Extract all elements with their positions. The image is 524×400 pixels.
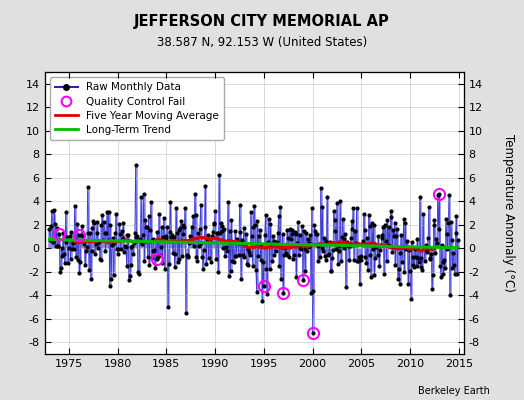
Legend: Raw Monthly Data, Quality Control Fail, Five Year Moving Average, Long-Term Tren: Raw Monthly Data, Quality Control Fail, … xyxy=(50,77,224,140)
Text: JEFFERSON CITY MEMORIAL AP: JEFFERSON CITY MEMORIAL AP xyxy=(134,14,390,29)
Text: 38.587 N, 92.153 W (United States): 38.587 N, 92.153 W (United States) xyxy=(157,36,367,49)
Text: Berkeley Earth: Berkeley Earth xyxy=(418,386,490,396)
Y-axis label: Temperature Anomaly (°C): Temperature Anomaly (°C) xyxy=(502,134,515,292)
